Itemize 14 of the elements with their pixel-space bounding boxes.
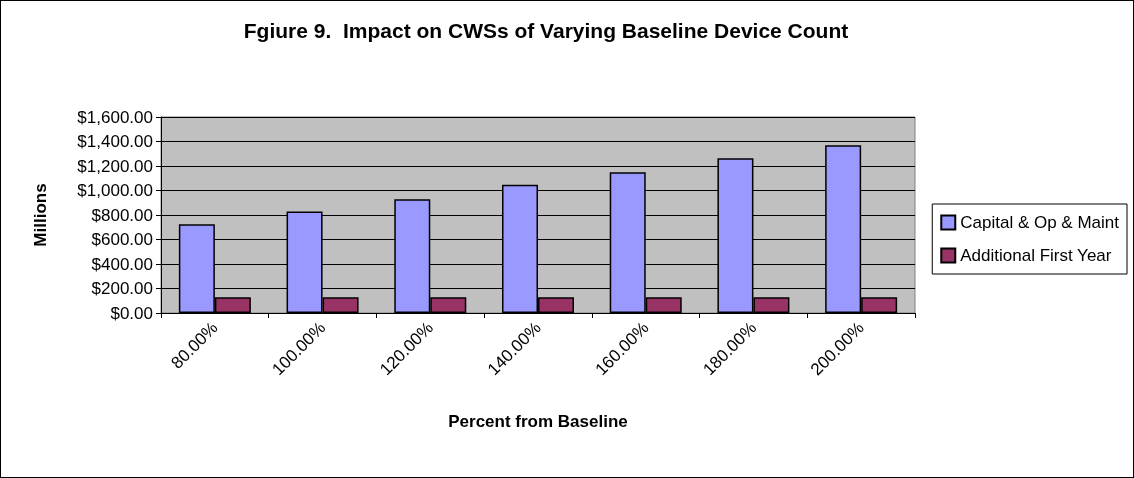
y-tick-label: $1,400.00	[77, 132, 153, 151]
y-tick-label: $1,000.00	[77, 181, 153, 200]
chart-title: Fgiure 9. Impact on CWSs of Varying Baseline Device Count	[243, 19, 849, 42]
y-tick-label: $200.00	[91, 279, 153, 298]
y-tick-label: $400.00	[91, 254, 153, 274]
y-tick-label: $0.00	[110, 303, 153, 323]
legend-label: Capital & Op & Maint	[960, 213, 1120, 232]
y-tick-label: $1,200.00	[77, 156, 153, 176]
y-tick-label: $600.00	[91, 230, 153, 249]
x-axis-title: Percent from Baseline	[448, 412, 628, 431]
y-axis-title: Millions	[31, 183, 50, 247]
legend-label: Additional First Year	[960, 246, 1112, 265]
y-tick-label: $1,600.00	[77, 107, 153, 127]
y-tick-label: $800.00	[91, 205, 153, 225]
